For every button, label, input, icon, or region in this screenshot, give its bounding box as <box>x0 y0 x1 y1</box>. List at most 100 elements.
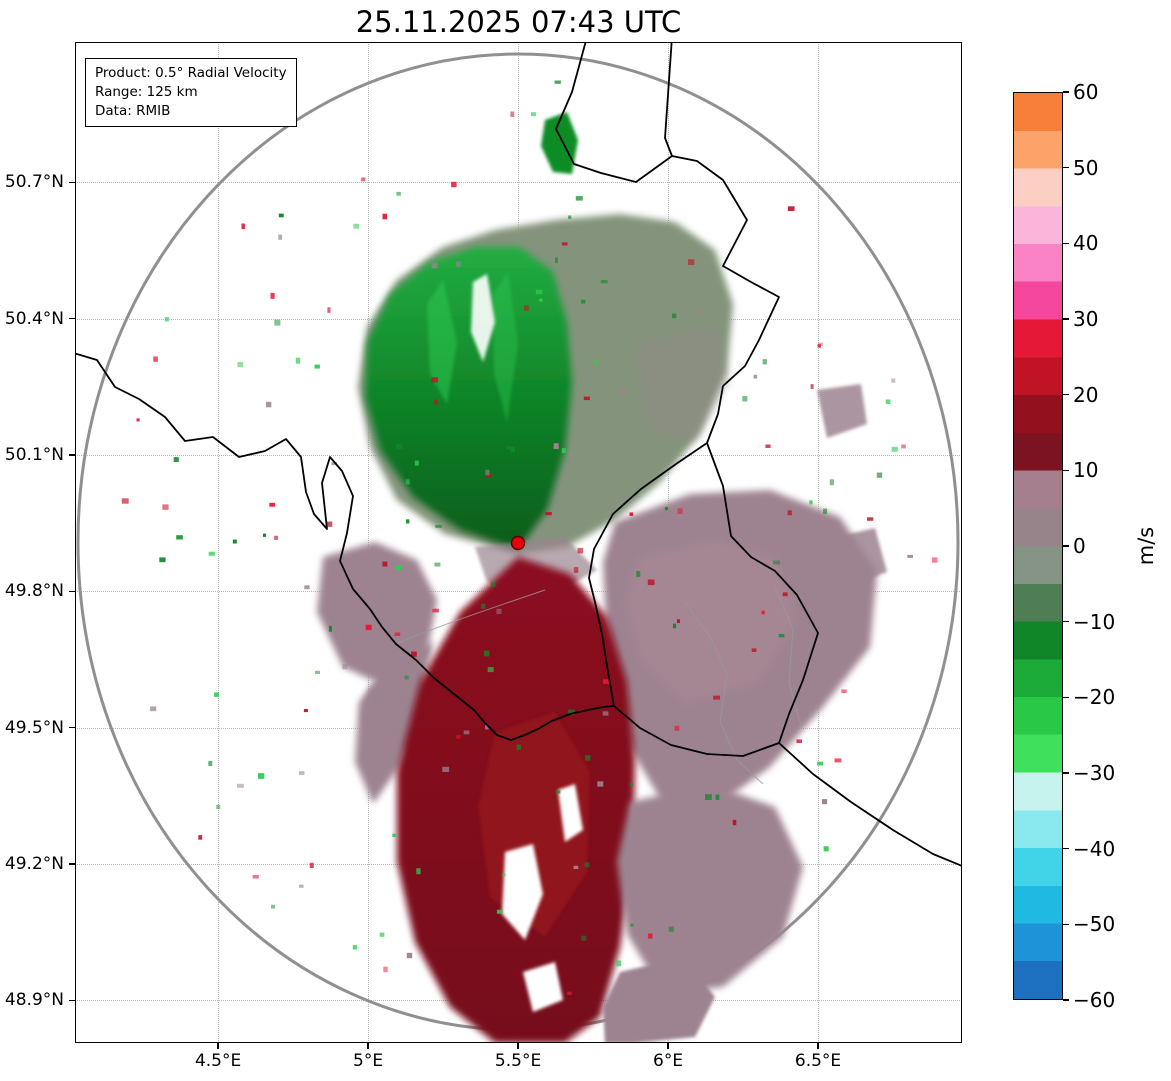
speckle <box>545 512 552 516</box>
speckle <box>553 443 559 450</box>
speckle <box>485 724 489 730</box>
speckle <box>150 706 157 712</box>
speckle <box>159 557 166 563</box>
speckle <box>668 926 674 932</box>
y-tick-mark <box>69 726 75 729</box>
x-tick-label: 5°E <box>353 1051 384 1071</box>
speckle <box>162 504 169 510</box>
speckle <box>597 781 604 787</box>
speckle <box>414 460 419 466</box>
colorbar-tick-mark <box>1063 620 1069 623</box>
y-tick-label: 50.1°N <box>4 445 64 466</box>
radar-map <box>75 42 962 1043</box>
speckle <box>577 547 584 554</box>
speckle <box>352 945 358 950</box>
product-info-box: Product: 0.5° Radial Velocity Range: 125… <box>85 58 297 128</box>
velocity-region-east-mauve-inner <box>625 540 797 704</box>
colorbar-tick-label: −60 <box>1073 988 1116 1012</box>
speckle <box>585 755 591 761</box>
speckle <box>841 689 847 694</box>
x-tick-mark <box>217 1043 219 1049</box>
speckle <box>765 444 771 448</box>
colorbar-tick-label: 60 <box>1073 80 1099 104</box>
speckle <box>331 462 337 466</box>
speckle <box>901 444 906 449</box>
speckle <box>208 760 213 766</box>
speckle <box>907 554 913 558</box>
speckle <box>602 711 609 716</box>
speckle <box>636 571 641 577</box>
speckle <box>575 196 583 201</box>
y-tick-label: 50.4°N <box>4 308 64 329</box>
data-source-line: Data: RMIB <box>95 103 171 120</box>
speckle <box>567 709 575 715</box>
speckle <box>269 502 276 507</box>
speckle <box>573 567 579 573</box>
speckle <box>198 835 203 840</box>
velocity-region-white-gap <box>502 844 543 940</box>
speckle <box>751 648 757 652</box>
speckle <box>594 360 599 365</box>
speckle <box>817 344 821 348</box>
velocity-region-west-mauve <box>317 542 437 687</box>
speckle <box>208 551 215 556</box>
speckle <box>554 257 558 264</box>
speckle <box>383 966 388 973</box>
colorbar-tick-mark <box>1063 923 1069 926</box>
speckle <box>392 833 397 837</box>
speckle <box>411 651 417 657</box>
speckle <box>252 875 259 879</box>
speckle <box>353 223 360 229</box>
x-tick-label: 4.5°E <box>194 1051 242 1071</box>
speckle <box>568 215 572 219</box>
velocity-region-green-streak <box>493 272 518 422</box>
speckle <box>677 508 683 514</box>
velocity-region-north-cell <box>541 112 578 174</box>
speckle <box>314 364 320 369</box>
speckle <box>395 565 402 571</box>
speckle <box>713 695 720 700</box>
x-tick-label: 6.5°E <box>794 1051 842 1071</box>
country-borders <box>75 42 962 867</box>
speckle <box>278 213 284 218</box>
speckle <box>787 206 795 211</box>
speckle <box>434 562 441 567</box>
velocity-region-far-east-streak <box>817 384 867 438</box>
speckle <box>581 935 587 941</box>
speckle <box>278 234 283 240</box>
speckle <box>434 399 438 405</box>
speckle <box>891 446 898 452</box>
speckle <box>463 730 470 735</box>
speckle <box>404 675 409 680</box>
speckle <box>485 469 490 476</box>
speckle <box>584 862 590 868</box>
regional-border-line <box>684 601 764 785</box>
speckle <box>538 298 543 302</box>
y-tick-mark <box>69 590 75 593</box>
speckle <box>867 517 874 521</box>
speckle <box>761 610 765 615</box>
speckle <box>361 177 366 182</box>
velocity-region-ne-mauve <box>635 324 730 442</box>
speckle <box>484 650 490 657</box>
speckle <box>810 384 814 389</box>
border-fr-de <box>778 742 962 867</box>
speckle <box>406 519 410 524</box>
speckle <box>621 389 625 395</box>
speckle <box>555 790 561 794</box>
speckle <box>487 667 494 673</box>
velocity-field <box>317 112 887 1043</box>
speckle <box>153 356 158 362</box>
speckle <box>773 560 780 565</box>
x-tick-mark <box>667 1043 669 1049</box>
product-line: Product: 0.5° Radial Velocity <box>95 65 287 81</box>
speckle <box>298 884 304 888</box>
y-tick-mark <box>69 863 75 865</box>
speckle <box>315 670 320 674</box>
speckle <box>561 448 566 453</box>
speckle <box>535 289 543 295</box>
speckle <box>232 539 237 544</box>
speckle <box>647 933 653 939</box>
colorbar-tick-mark <box>1063 242 1069 245</box>
